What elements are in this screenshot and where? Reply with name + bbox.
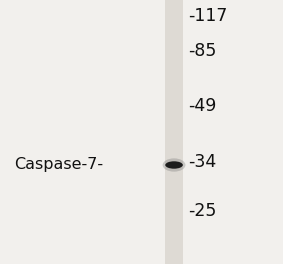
Text: -85: -85 xyxy=(188,43,216,60)
Text: -25: -25 xyxy=(188,202,216,220)
Bar xyxy=(165,0,183,264)
Text: -49: -49 xyxy=(188,97,216,115)
Ellipse shape xyxy=(163,158,185,172)
Ellipse shape xyxy=(165,161,183,169)
Text: -117: -117 xyxy=(188,7,228,25)
Text: Caspase-7-: Caspase-7- xyxy=(14,158,103,172)
Text: -34: -34 xyxy=(188,153,216,171)
